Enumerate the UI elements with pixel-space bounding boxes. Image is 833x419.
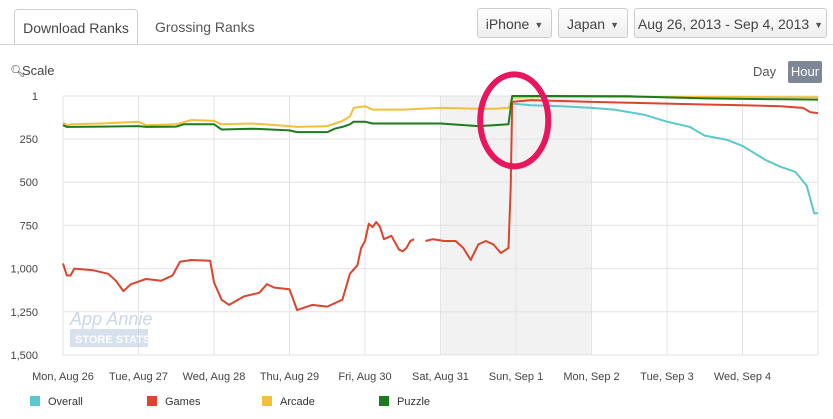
legend-label: Overall [48, 396, 83, 408]
zoom-icon: 🔍︎ [10, 64, 26, 78]
x-tick-label: Sun, Sep 1 [489, 371, 543, 383]
y-tick-label: 1 [32, 91, 38, 103]
country-label: Japan [566, 16, 606, 32]
x-tick-label: Tue, Sep 3 [640, 371, 693, 383]
legend-label: Games [165, 396, 201, 408]
series-line-overall [512, 102, 818, 215]
series-line-games [62, 99, 819, 312]
x-tick-label: Tue, Aug 27 [109, 371, 168, 383]
x-tick-label: Sat, Aug 31 [412, 371, 469, 383]
hour-button[interactable]: Hour [788, 61, 822, 83]
chevron-down-icon: ▼ [534, 20, 544, 30]
y-tick-label: 750 [20, 220, 38, 232]
x-tick-label: Fri, Aug 30 [338, 371, 391, 383]
date-range-label: Aug 26, 2013 - Sep 4, 2013 [637, 16, 810, 32]
legend-item-arcade[interactable]: Arcade [262, 396, 315, 408]
legend-item-puzzle[interactable]: Puzzle [379, 396, 430, 408]
annotation-circle [477, 71, 552, 170]
tab-download-ranks[interactable]: Download Ranks [14, 9, 138, 45]
y-tick-label: 1,250 [10, 307, 38, 319]
x-tick-label: Wed, Sep 4 [714, 371, 771, 383]
tab-grossing-ranks[interactable]: Grossing Ranks [155, 19, 255, 35]
series-line-puzzle [62, 95, 819, 134]
legend-label: Puzzle [397, 396, 431, 408]
chevron-down-icon: ▼ [814, 20, 824, 30]
scale-label: Scale [22, 63, 55, 78]
y-tick-label: 1,000 [10, 264, 38, 276]
watermark: App Annie STORE STATS [69, 309, 152, 347]
legend-item-games[interactable]: Games [147, 396, 200, 408]
legend-swatch [262, 396, 272, 406]
device-label: iPhone [485, 16, 530, 32]
legend-swatch [147, 396, 157, 406]
y-tick-label: 500 [20, 177, 38, 189]
watermark-subtitle: STORE STATS [75, 334, 150, 346]
x-tick-label: Thu, Aug 29 [260, 371, 319, 383]
y-tick-label: 250 [20, 134, 38, 146]
x-tick-label: Wed, Aug 28 [183, 371, 246, 383]
tab-divider [0, 44, 833, 45]
date-range-dropdown[interactable]: Aug 26, 2013 - Sep 4, 2013 ▼ [634, 8, 827, 38]
day-button[interactable]: Day [753, 64, 777, 79]
legend-label: Arcade [280, 396, 315, 408]
y-tick-label: 1,500 [10, 350, 38, 362]
country-dropdown[interactable]: Japan ▼ [558, 8, 628, 38]
legend-swatch [30, 396, 40, 406]
watermark-bar [70, 329, 148, 347]
scale-toggle[interactable]: 🔍︎Scale [10, 63, 55, 78]
device-dropdown[interactable]: iPhone ▼ [477, 8, 552, 38]
legend-swatch [379, 396, 389, 406]
rank-tabs: Download Ranks Grossing Ranks [0, 0, 833, 45]
x-tick-label: Mon, Sep 2 [563, 371, 619, 383]
x-tick-label: Mon, Aug 26 [32, 371, 94, 383]
watermark-title: App Annie [69, 309, 152, 329]
chevron-down-icon: ▼ [610, 20, 620, 30]
legend-item-overall[interactable]: Overall [30, 396, 83, 408]
